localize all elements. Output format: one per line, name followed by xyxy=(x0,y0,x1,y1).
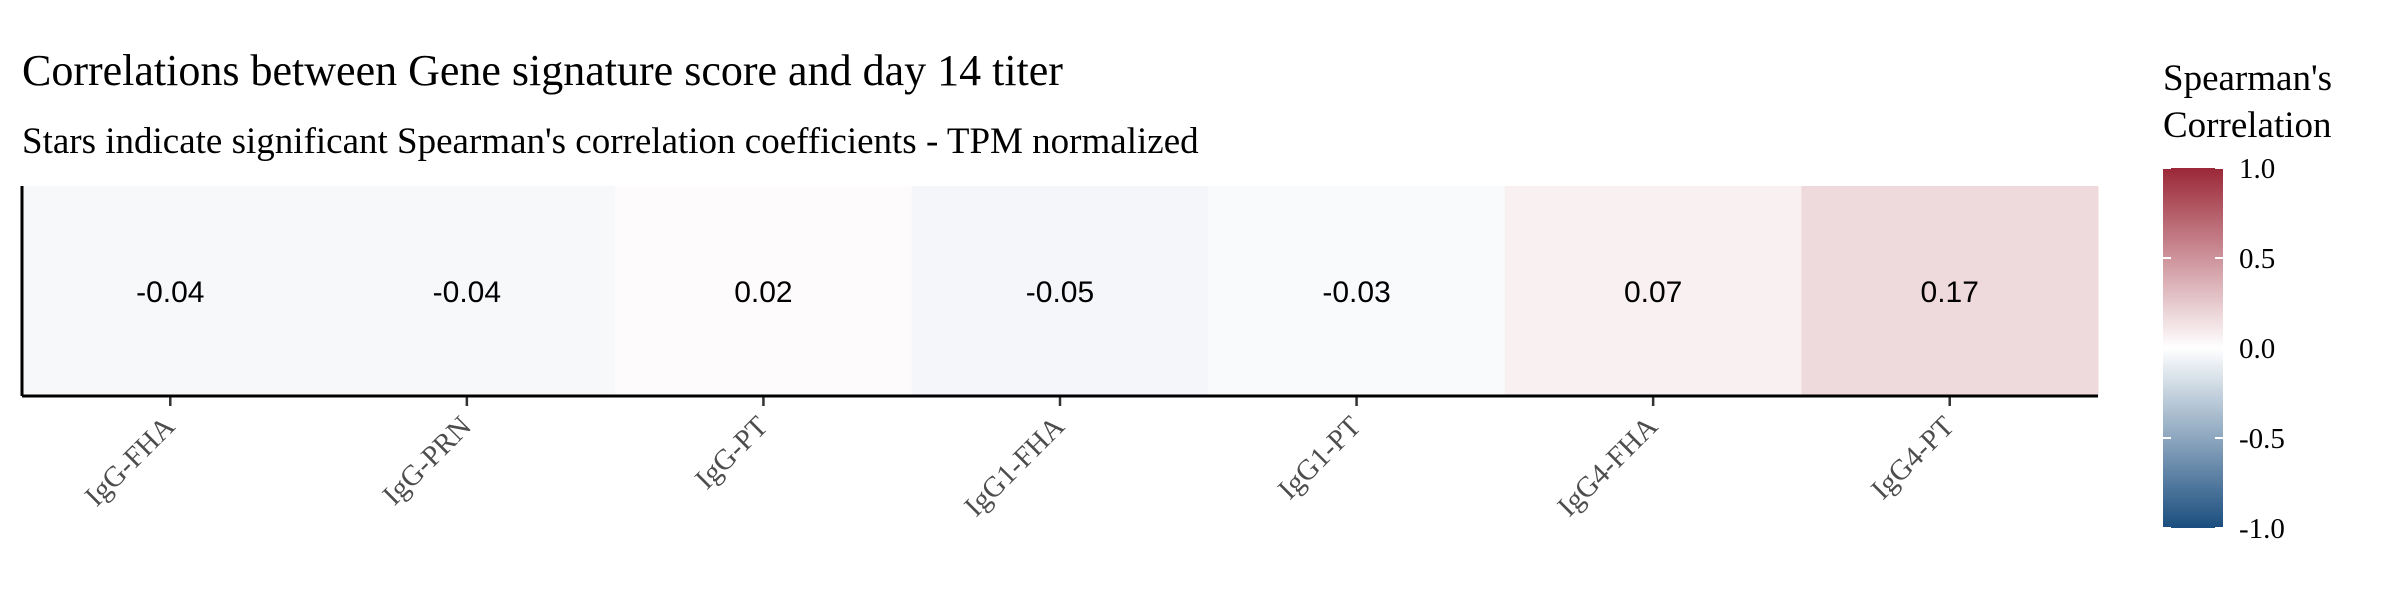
heatmap-cell-igg-fha xyxy=(22,186,320,396)
x-tick-label-igg4-fha: IgG4-FHA xyxy=(1551,410,1664,523)
legend-ticks: 1.0 0.5 0.0 -0.5 -1.0 xyxy=(2163,153,2285,545)
legend-title-line1: Spearman's xyxy=(2163,58,2332,99)
chart-title: Correlations between Gene signature scor… xyxy=(22,46,1063,95)
legend-colorbar xyxy=(2163,168,2223,528)
heatmap-cell-igg1-fha xyxy=(911,186,1209,396)
x-tick-label-igg1-fha: IgG1-FHA xyxy=(958,410,1071,523)
heatmap-cell-igg4-fha xyxy=(1504,186,1802,396)
legend-tick-label: -1.0 xyxy=(2239,513,2285,545)
legend-tick-label: 0.5 xyxy=(2239,243,2275,275)
cell-value-label-igg4-pt: 0.17 xyxy=(1921,276,1979,309)
cell-value-label-igg-pt: 0.02 xyxy=(734,276,792,309)
legend-tick-label: 1.0 xyxy=(2239,153,2275,185)
heatmap-cells: -0.04 -0.04 0.02 -0.05 -0.03 0.07 0.17 xyxy=(22,186,2099,396)
cell-value-label-igg4-fha: 0.07 xyxy=(1624,276,1682,309)
legend-tick-label: 0.0 xyxy=(2239,333,2275,365)
cell-value-label-igg1-fha: -0.05 xyxy=(1026,276,1094,309)
heatmap-cell-igg1-pt xyxy=(1208,186,1506,396)
heatmap-cell-igg4-pt xyxy=(1801,186,2099,396)
chart-subtitle: Stars indicate significant Spearman's co… xyxy=(22,121,1199,162)
heatmap-cell-igg-prn xyxy=(318,186,616,396)
x-tick-label-igg4-pt: IgG4-PT xyxy=(1865,410,1961,506)
x-axis-ticks: IgG-FHA IgG-PRN IgG-PT IgG1-FHA IgG1-PT IgG4-… xyxy=(79,396,1961,523)
cell-value-label-igg-prn: -0.04 xyxy=(433,276,501,309)
x-tick-label-igg1-pt: IgG1-PT xyxy=(1272,410,1368,506)
color-legend: Spearman's Correlation 1.0 0.5 0.0 -0.5 -1.0 xyxy=(2163,58,2332,545)
x-tick-label-igg-pt: IgG-PT xyxy=(689,410,774,495)
legend-title-line2: Correlation xyxy=(2163,105,2332,146)
legend-tick-label: -0.5 xyxy=(2239,423,2285,455)
x-tick-label-igg-prn: IgG-PRN xyxy=(377,410,478,511)
cell-value-label-igg-fha: -0.04 xyxy=(136,276,204,309)
cell-value-label-igg1-pt: -0.03 xyxy=(1322,276,1390,309)
heatmap-cell-igg-pt xyxy=(615,186,913,396)
x-tick-label-igg-fha: IgG-FHA xyxy=(79,410,181,512)
